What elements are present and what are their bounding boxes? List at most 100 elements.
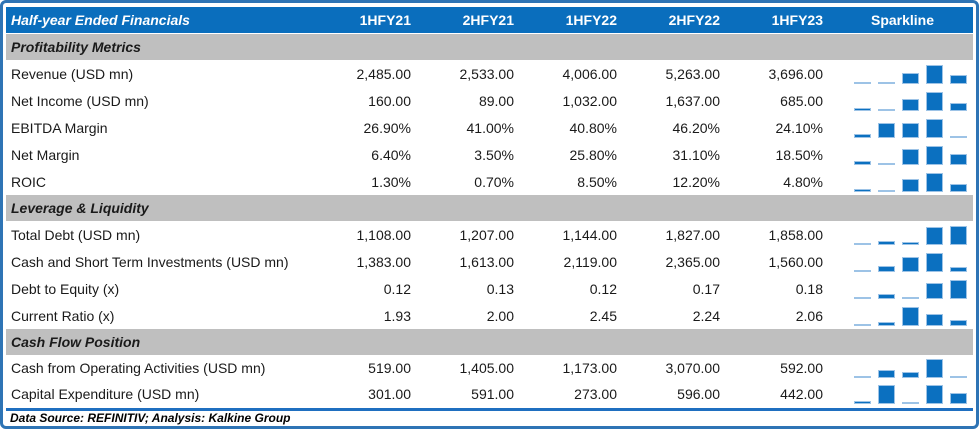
sparkline-bar	[878, 240, 895, 245]
metric-value: 4,006.00	[562, 65, 618, 82]
column-header-2hfy21: 2HFY21	[462, 12, 514, 28]
sparkline-bar	[950, 280, 967, 299]
sparkline-bar	[926, 173, 943, 192]
sparkline-bar	[950, 74, 967, 84]
table-row-current-ratio: Current Ratio (x) 1.93 2.00 2.45 2.24 2.…	[6, 302, 973, 329]
table-title: Half-year Ended Financials	[11, 12, 190, 28]
metric-value: 0.70%	[474, 173, 514, 190]
metric-value: 1.30%	[371, 173, 411, 190]
metric-value: 1,108.00	[356, 226, 412, 243]
metric-value: 1,858.00	[768, 226, 824, 243]
metric-label: Cash and Short Term Investments (USD mn)	[11, 253, 289, 270]
sparkline-bar	[878, 190, 895, 192]
sparkline-bar	[950, 226, 967, 245]
sparkline-bar	[854, 297, 871, 299]
sparkline-bar	[950, 375, 967, 378]
sparkline-bar	[926, 226, 943, 245]
metric-value: 1,827.00	[665, 226, 721, 243]
sparkline	[832, 60, 973, 87]
sparkline-bar	[854, 108, 871, 111]
sparkline	[832, 114, 973, 141]
metric-value: 0.13	[486, 280, 514, 297]
metric-value: 1,207.00	[459, 226, 515, 243]
metric-value: 3,696.00	[768, 65, 824, 82]
sparkline	[832, 381, 973, 407]
section-header-cash-flow: Cash Flow Position	[6, 329, 973, 355]
sparkline-cell	[832, 221, 973, 248]
metric-value: 160.00	[368, 92, 411, 109]
sparkline-cell	[832, 168, 973, 195]
metric-value: 0.18	[795, 280, 823, 297]
metric-value: 0.12	[383, 280, 411, 297]
table-row-total-debt: Total Debt (USD mn) 1,108.00 1,207.00 1,…	[6, 221, 973, 248]
sparkline-bar	[926, 282, 943, 299]
metric-value: 519.00	[368, 360, 411, 376]
column-header-1hfy22: 1HFY22	[565, 12, 617, 28]
sparkline-bar	[926, 119, 943, 138]
sparkline-bar	[878, 321, 895, 326]
metric-label: Debt to Equity (x)	[11, 280, 120, 297]
sparkline-bar	[902, 297, 919, 299]
metric-value: 2,485.00	[356, 65, 412, 82]
metric-value: 1,405.00	[459, 360, 515, 376]
source-note: Data Source: REFINITIV; Analysis: Kalkin…	[10, 410, 291, 425]
column-header-1hfy21: 1HFY21	[359, 12, 411, 28]
metric-value: 25.80%	[569, 146, 617, 163]
sparkline-bar	[878, 294, 895, 299]
sparkline-bar	[878, 123, 895, 138]
sparkline-bar	[926, 253, 943, 272]
sparkline-bar	[902, 178, 919, 192]
sparkline-bar	[950, 102, 967, 111]
sparkline	[832, 355, 973, 381]
sparkline-cell	[832, 114, 973, 141]
sparkline-bar	[854, 243, 871, 245]
sparkline-bar	[926, 65, 943, 84]
sparkline-bar	[926, 385, 943, 404]
metric-label: ROIC	[11, 173, 46, 190]
table-row-debt-to-equity: Debt to Equity (x) 0.12 0.13 0.12 0.17 0…	[6, 275, 973, 302]
metric-label: Cash from Operating Activities (USD mn)	[11, 360, 266, 376]
metric-value: 18.50%	[775, 146, 823, 163]
sparkline-bar	[854, 82, 871, 84]
metric-value: 46.20%	[672, 119, 720, 136]
metric-label: Net Margin	[11, 146, 80, 163]
sparkline-bar	[902, 242, 919, 245]
section-header-leverage: Leverage & Liquidity	[6, 195, 973, 221]
metric-value: 2.45	[589, 307, 617, 324]
sparkline-bar	[950, 136, 967, 138]
table-row-net-income: Net Income (USD mn) 160.00 89.00 1,032.0…	[6, 87, 973, 114]
sparkline-bar	[854, 324, 871, 326]
metric-label: Net Income (USD mn)	[11, 92, 149, 109]
metric-value: 41.00%	[466, 119, 514, 136]
sparkline	[832, 141, 973, 168]
metric-value: 0.17	[692, 280, 720, 297]
sparkline-cell	[832, 355, 973, 381]
sparkline-bar	[878, 81, 895, 84]
metric-value: 0.12	[589, 280, 617, 297]
sparkline-bar	[926, 313, 943, 326]
metric-value: 40.80%	[569, 119, 617, 136]
sparkline-bar	[950, 153, 967, 165]
table-row-revenue: Revenue (USD mn) 2,485.00 2,533.00 4,006…	[6, 60, 973, 87]
sparkline-bar	[854, 270, 871, 272]
sparkline	[832, 168, 973, 195]
sparkline-bar	[902, 123, 919, 138]
sparkline-cell	[832, 381, 973, 407]
table-row-cash-investments: Cash and Short Term Investments (USD mn)…	[6, 248, 973, 275]
sparkline-bar	[854, 189, 871, 192]
bottom-rule	[6, 408, 973, 411]
metric-value: 2,365.00	[665, 253, 721, 270]
sparkline	[832, 221, 973, 248]
sparkline-cell	[832, 302, 973, 329]
sparkline-cell	[832, 60, 973, 87]
metric-value: 3.50%	[474, 146, 514, 163]
sparkline-bar	[878, 109, 895, 111]
metric-value: 31.10%	[672, 146, 720, 163]
metric-value: 8.50%	[577, 173, 617, 190]
table-row-roic: ROIC 1.30% 0.70% 8.50% 12.20% 4.80%	[6, 168, 973, 195]
metric-value: 26.90%	[363, 119, 411, 136]
sparkline	[832, 275, 973, 302]
metric-value: 24.10%	[775, 119, 823, 136]
metric-value: 1,613.00	[459, 253, 515, 270]
